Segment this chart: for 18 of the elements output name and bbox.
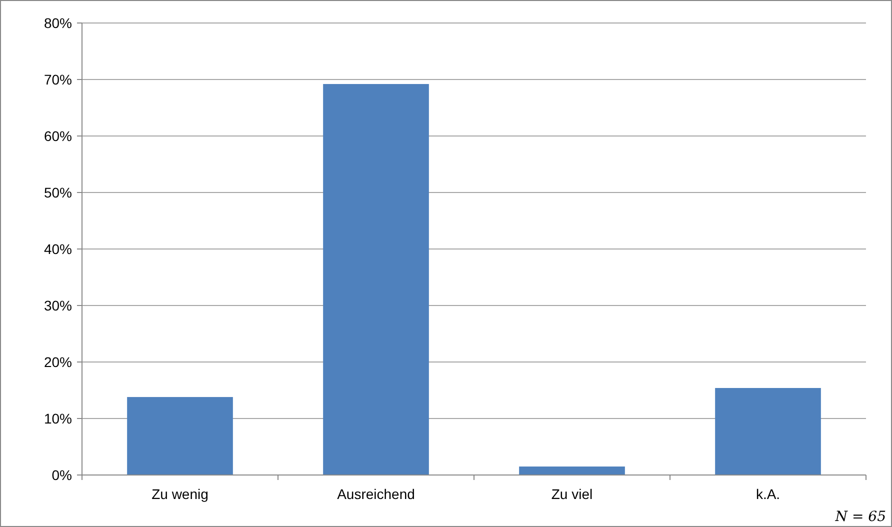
y-tick-label: 0%	[52, 466, 72, 483]
bar	[323, 84, 429, 475]
bar	[519, 466, 625, 475]
y-tick-label: 10%	[44, 410, 72, 426]
y-tick-label: 50%	[44, 184, 72, 200]
y-tick-label: 20%	[44, 354, 72, 370]
y-tick-label: 60%	[44, 128, 72, 144]
bar	[715, 388, 821, 475]
bar	[127, 397, 233, 475]
y-tick-label: 40%	[44, 240, 72, 257]
x-tick-label: Zu viel	[551, 486, 593, 502]
y-tick-label: 30%	[44, 297, 72, 314]
y-tick-label: 70%	[44, 71, 72, 88]
x-tick-label: Ausreichend	[337, 486, 415, 502]
x-tick-label: k.A.	[756, 486, 780, 502]
text: N = 65	[834, 509, 886, 525]
y-tick-label: 80%	[44, 14, 72, 31]
x-tick-label: Zu wenig	[152, 486, 208, 502]
